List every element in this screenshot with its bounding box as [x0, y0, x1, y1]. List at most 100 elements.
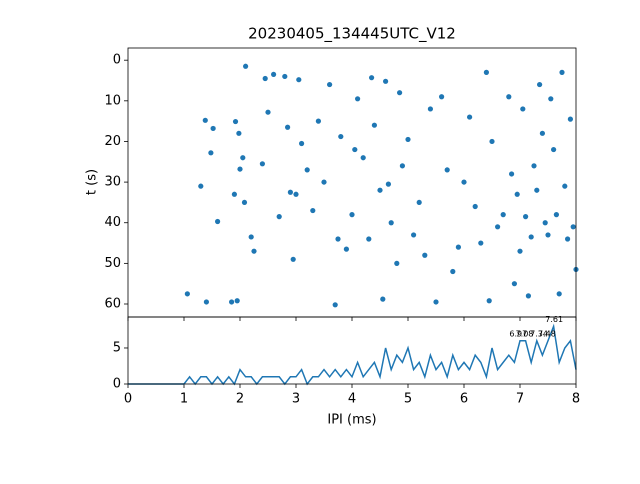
y-tick-label: 40 — [104, 215, 121, 230]
point — [500, 212, 506, 218]
y-tick-label: 50 — [104, 256, 121, 271]
point — [234, 298, 240, 304]
point — [198, 183, 204, 189]
point — [427, 106, 433, 112]
point — [444, 167, 450, 173]
point — [210, 125, 216, 132]
y-tick-label: 5 — [113, 340, 121, 355]
line — [128, 323, 577, 386]
point — [276, 214, 282, 220]
point — [539, 130, 546, 136]
point — [321, 179, 327, 185]
point — [528, 234, 534, 240]
point — [405, 136, 411, 143]
point — [369, 75, 375, 81]
point — [525, 293, 532, 299]
point — [534, 187, 540, 193]
point — [556, 291, 562, 297]
x-tick-label: 5 — [404, 392, 412, 407]
point — [542, 220, 548, 226]
peak-label: 7.61 — [545, 315, 563, 324]
x-tick-label: 6 — [460, 392, 468, 407]
x-tick-label: 7 — [516, 392, 524, 407]
point — [299, 140, 305, 147]
point — [282, 73, 288, 80]
point — [565, 236, 571, 242]
point — [265, 109, 271, 115]
point — [531, 163, 537, 169]
x-tick-label: 0 — [124, 392, 132, 407]
point — [241, 199, 248, 206]
point — [349, 212, 355, 218]
point — [461, 179, 467, 185]
point — [184, 291, 190, 297]
point — [478, 240, 484, 246]
point — [416, 199, 422, 206]
point — [240, 155, 246, 161]
point — [450, 268, 456, 275]
x-tick-label: 3 — [292, 392, 300, 407]
point — [506, 94, 512, 100]
y-tick-label: 0 — [113, 53, 121, 68]
point — [231, 191, 237, 197]
x-tick-label: 2 — [236, 392, 244, 407]
point — [385, 181, 391, 187]
point — [352, 146, 358, 153]
point — [551, 146, 557, 153]
y-tick-label: 60 — [104, 296, 121, 311]
point — [472, 203, 478, 210]
x-tick-label: 4 — [348, 392, 356, 407]
point — [495, 224, 501, 230]
peak-label: 7.34 — [530, 329, 548, 338]
point — [360, 155, 366, 161]
point — [262, 75, 268, 82]
point — [433, 299, 439, 305]
point — [483, 69, 489, 75]
point — [467, 114, 473, 120]
point — [259, 161, 265, 167]
point — [366, 236, 372, 242]
point — [489, 138, 495, 145]
point — [377, 187, 383, 193]
point — [567, 116, 574, 122]
point — [520, 106, 526, 112]
point — [411, 232, 417, 238]
chart-title: 20230405_134445UTC_V12 — [248, 25, 456, 44]
point — [237, 166, 243, 172]
y-tick-label: 30 — [104, 175, 121, 190]
point — [486, 298, 492, 304]
axes-frame — [127, 316, 577, 385]
point — [285, 124, 291, 130]
point — [208, 150, 214, 156]
point — [559, 69, 565, 75]
point — [248, 234, 254, 240]
point — [509, 171, 515, 177]
point — [332, 302, 338, 308]
x-axis-label: IPI (ms) — [327, 413, 376, 428]
point — [570, 224, 576, 230]
point — [517, 248, 523, 254]
point — [553, 212, 560, 218]
peak-label: 6.97 — [509, 329, 527, 338]
point — [236, 130, 242, 136]
point — [380, 296, 386, 302]
point — [511, 281, 517, 287]
point — [422, 252, 428, 258]
point — [523, 214, 529, 220]
point — [514, 191, 520, 197]
point — [439, 94, 445, 100]
point — [310, 207, 316, 214]
point — [355, 96, 361, 102]
point — [335, 236, 341, 242]
point — [296, 77, 302, 83]
point — [371, 122, 377, 128]
point — [338, 133, 344, 140]
point — [455, 244, 461, 250]
point — [315, 118, 321, 124]
point — [229, 299, 235, 305]
y-tick-label: 10 — [104, 93, 121, 108]
point — [327, 81, 333, 88]
point — [383, 78, 389, 84]
